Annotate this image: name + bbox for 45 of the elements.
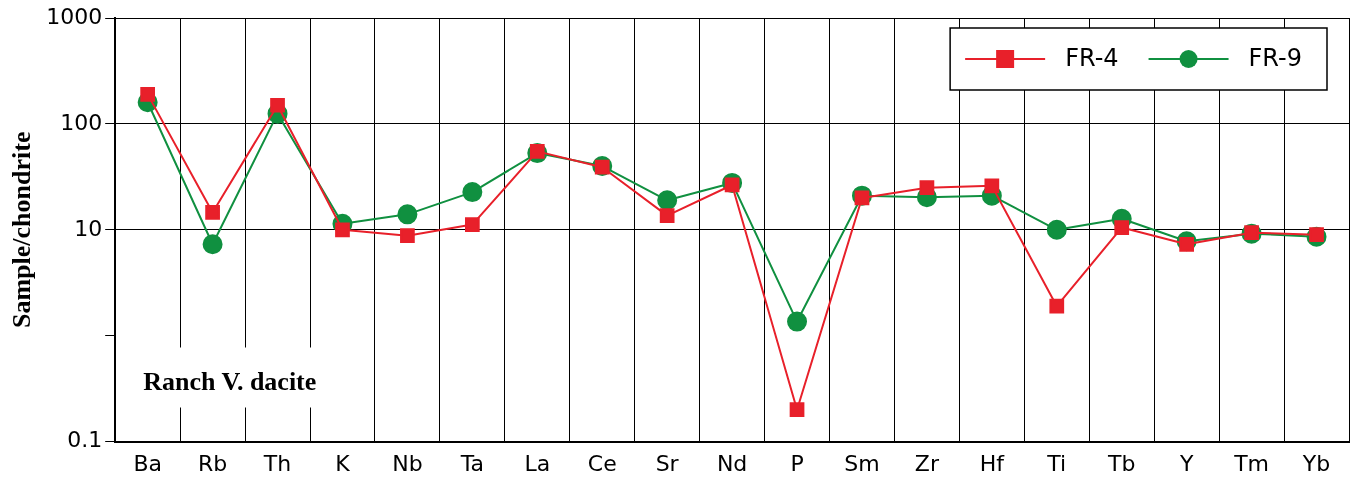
x-tick-label: Y bbox=[1178, 450, 1194, 476]
x-tick-label: Yb bbox=[1301, 450, 1331, 476]
point bbox=[140, 87, 156, 102]
x-tick-label: Ta bbox=[459, 450, 484, 476]
point bbox=[1049, 298, 1065, 314]
point bbox=[1046, 219, 1067, 240]
x-tick-label: Tb bbox=[1107, 450, 1136, 476]
x-tick-label: P bbox=[790, 450, 804, 476]
point bbox=[919, 180, 935, 196]
x-tick-label: Hf bbox=[979, 450, 1006, 476]
legend-label: FR-4 bbox=[1065, 44, 1119, 73]
x-tick-label: Nd bbox=[716, 450, 748, 476]
x-tick-label: Ba bbox=[133, 450, 162, 476]
x-tick-label: Sm bbox=[844, 450, 880, 476]
x-tick-label: K bbox=[335, 450, 351, 476]
point bbox=[984, 178, 1000, 194]
y-axis-title: Sample/chondrite bbox=[7, 131, 37, 329]
point bbox=[205, 205, 220, 220]
point bbox=[659, 208, 675, 224]
point bbox=[724, 177, 740, 193]
x-tick-label: Ti bbox=[1046, 450, 1067, 476]
x-tick-label: Nb bbox=[392, 450, 423, 476]
x-tick-label: Tm bbox=[1233, 450, 1270, 476]
point bbox=[657, 190, 678, 211]
x-tick-label: Ce bbox=[587, 450, 617, 476]
y-tick-label: 100 bbox=[60, 109, 103, 135]
legend-label: FR-9 bbox=[1248, 44, 1302, 73]
point bbox=[397, 204, 418, 225]
x-tick-label: Th bbox=[262, 450, 292, 476]
point bbox=[400, 228, 415, 244]
x-tick-label: Zr bbox=[914, 450, 940, 476]
x-tick-label: Rb bbox=[197, 450, 228, 476]
point bbox=[462, 182, 483, 203]
x-tick-label: Sr bbox=[655, 450, 680, 476]
point bbox=[202, 234, 223, 255]
annotation: Ranch V. dacite bbox=[143, 367, 317, 397]
y-tick-label: 1000 bbox=[46, 3, 103, 29]
point bbox=[787, 311, 808, 332]
point bbox=[1114, 220, 1130, 235]
point bbox=[464, 217, 480, 232]
y-tick-label: 10 bbox=[74, 215, 103, 241]
point bbox=[789, 402, 805, 418]
y-tick-label: 0.1 bbox=[67, 427, 103, 453]
point bbox=[270, 97, 285, 113]
x-tick-label: La bbox=[524, 450, 551, 476]
